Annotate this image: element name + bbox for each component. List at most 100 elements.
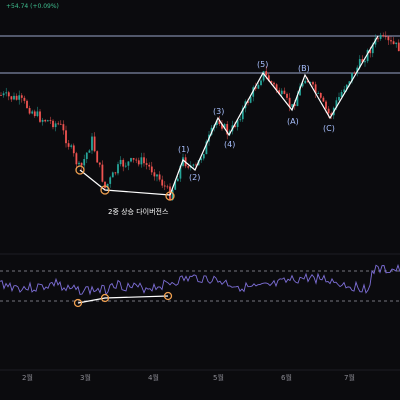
wave-label-c: (C) (323, 124, 335, 133)
candle-body (306, 80, 309, 83)
candle-body (195, 164, 197, 166)
candle-body (119, 159, 122, 165)
candle-body (166, 186, 169, 188)
candle-body (28, 108, 31, 114)
rsi-low-marker-3 (163, 291, 173, 301)
candle-body (364, 61, 366, 63)
candle-body (335, 100, 338, 108)
candle-body (392, 41, 395, 45)
candle-body (70, 145, 73, 147)
candle-body (239, 119, 242, 121)
candle-body (114, 172, 117, 174)
candle-body (221, 124, 223, 129)
candle-body (23, 97, 26, 101)
candle-body (200, 158, 203, 161)
candle-body (351, 72, 353, 82)
candle-body (91, 136, 93, 151)
elliott-wave-path[interactable] (169, 35, 379, 196)
candle-body (387, 36, 390, 41)
candle-body (348, 81, 351, 85)
candle-body (353, 72, 356, 74)
candle-body (153, 172, 156, 177)
candle-body (377, 38, 379, 40)
candle-body (234, 125, 236, 127)
candle-body (78, 162, 80, 165)
divergence-annotation: 2중 상승 다이버전스 (108, 207, 169, 216)
candle-body (288, 97, 291, 107)
candle-body (13, 95, 15, 100)
candle-body (109, 177, 112, 184)
candle-body (54, 123, 57, 128)
candle-body (293, 104, 296, 107)
candle-body (187, 166, 190, 168)
wave-label-4: (4) (224, 140, 235, 149)
candle-body (382, 35, 385, 37)
candle-body (291, 104, 294, 107)
candle-body (72, 145, 75, 154)
candle-body (260, 80, 262, 86)
candle-body (145, 163, 148, 165)
x-tick-jun: 6월 (281, 373, 292, 382)
wave-label-5: (5) (257, 60, 268, 69)
candle-body (330, 113, 333, 116)
candle-body (57, 123, 60, 125)
candle-body (59, 123, 62, 125)
candle-body (249, 96, 252, 103)
wave-label-a: (A) (287, 117, 299, 126)
candle-body (117, 164, 119, 174)
candle-body (85, 152, 88, 160)
candle-body (218, 120, 221, 125)
candle-body (158, 174, 161, 180)
candle-body (283, 90, 286, 94)
candle-body (327, 108, 330, 114)
candle-body (135, 159, 138, 161)
candle-body (325, 101, 327, 109)
candle-body (317, 93, 320, 94)
candle-body (18, 95, 21, 100)
candle-body (127, 161, 130, 166)
x-tick-may: 5월 (213, 373, 224, 382)
x-tick-apr: 4월 (148, 373, 159, 382)
candle-body (179, 165, 182, 179)
candle-body (161, 179, 164, 186)
candle-body (111, 172, 114, 178)
candle-body (338, 97, 340, 101)
candle-body (7, 92, 10, 97)
price-low-marker-1 (75, 165, 85, 175)
rsi-line[interactable] (0, 263, 400, 296)
candle-body (397, 42, 400, 52)
wave-label-2: (2) (189, 173, 200, 182)
candle-body (122, 159, 125, 167)
candle-body (304, 80, 307, 84)
candle-body (0, 95, 2, 96)
candle-body (236, 120, 239, 127)
price-low-marker-3 (165, 191, 175, 201)
candle-body (96, 151, 99, 163)
candle-body (278, 90, 281, 95)
candle-body (314, 84, 317, 94)
candle-body (75, 153, 78, 165)
price-divergence-trendline[interactable] (79, 169, 171, 196)
candle-body (132, 158, 135, 160)
candle-body (83, 159, 86, 166)
candle-body (296, 95, 299, 107)
candle-body (5, 92, 8, 94)
candle-body (36, 111, 39, 117)
candle-body (345, 84, 348, 90)
candle-body (322, 97, 325, 102)
candle-body (88, 150, 91, 153)
candle-body (143, 157, 145, 164)
price-low-marker-2 (100, 185, 110, 195)
candle-body (140, 157, 143, 165)
candle-body (358, 59, 361, 68)
candle-body (205, 141, 208, 155)
candle-body (366, 50, 369, 62)
rsi-divergence-trendline[interactable] (77, 295, 169, 304)
candle-body (361, 59, 364, 63)
candle-body (150, 166, 153, 173)
candle-body (273, 82, 275, 85)
candle-body (49, 120, 52, 122)
candle-body (98, 162, 101, 165)
